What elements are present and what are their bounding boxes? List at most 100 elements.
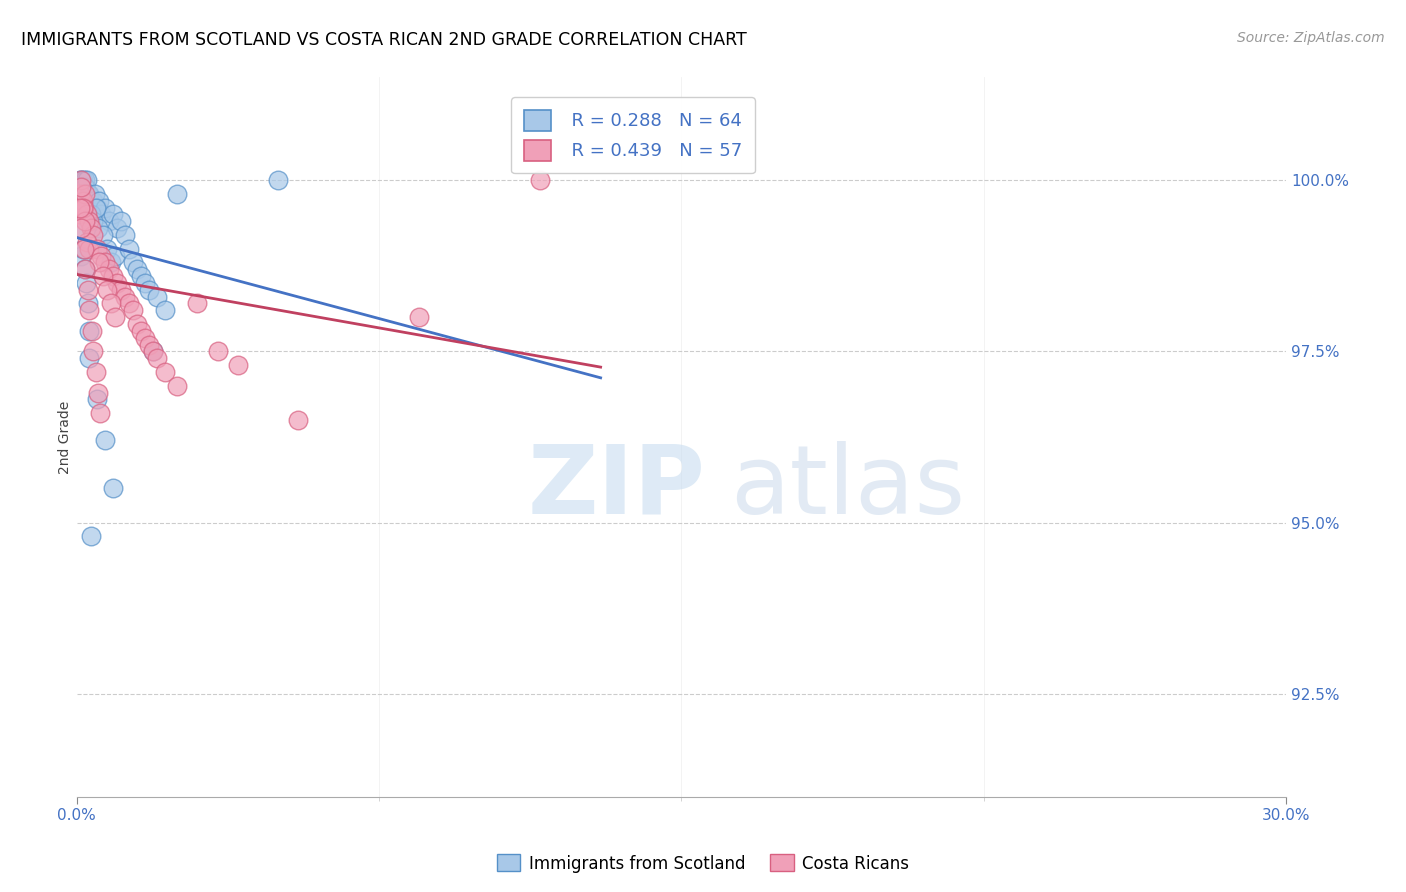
Point — [73, 173, 96, 187]
Point — [86, 221, 108, 235]
Point — [94, 201, 117, 215]
Point — [80, 529, 103, 543]
Point — [76, 207, 98, 221]
Text: atlas: atlas — [730, 441, 965, 534]
Point — [86, 392, 108, 407]
Point — [142, 344, 165, 359]
Point — [69, 221, 91, 235]
Point — [76, 207, 98, 221]
Point — [94, 255, 117, 269]
Point — [105, 276, 128, 290]
Point — [73, 214, 96, 228]
Point — [73, 207, 96, 221]
Point — [90, 248, 112, 262]
Point — [97, 262, 120, 277]
Point — [72, 242, 94, 256]
Point — [129, 324, 152, 338]
Point — [72, 194, 94, 208]
Point — [287, 413, 309, 427]
Point — [166, 186, 188, 201]
Point — [73, 180, 96, 194]
Point — [67, 180, 90, 194]
Point — [110, 214, 132, 228]
Point — [79, 221, 101, 235]
Point — [87, 255, 110, 269]
Text: Source: ZipAtlas.com: Source: ZipAtlas.com — [1237, 31, 1385, 45]
Point — [76, 186, 98, 201]
Point — [90, 207, 112, 221]
Point — [82, 344, 104, 359]
Point — [118, 242, 141, 256]
Point — [155, 365, 177, 379]
Point — [146, 290, 169, 304]
Point — [77, 351, 100, 366]
Point — [122, 303, 145, 318]
Point — [267, 173, 290, 187]
Point — [100, 255, 122, 269]
Point — [97, 214, 120, 228]
Point — [77, 242, 100, 256]
Point — [70, 173, 93, 187]
Point — [114, 290, 136, 304]
Point — [529, 173, 551, 187]
Point — [77, 214, 100, 228]
Point — [69, 180, 91, 194]
Point — [75, 180, 97, 194]
Point — [86, 242, 108, 256]
Point — [76, 235, 98, 249]
Point — [67, 207, 90, 221]
Point — [101, 482, 124, 496]
Point — [73, 242, 96, 256]
Point — [79, 207, 101, 221]
Point — [69, 186, 91, 201]
Text: IMMIGRANTS FROM SCOTLAND VS COSTA RICAN 2ND GRADE CORRELATION CHART: IMMIGRANTS FROM SCOTLAND VS COSTA RICAN … — [21, 31, 747, 49]
Point — [70, 180, 93, 194]
Point — [125, 262, 148, 277]
Point — [75, 194, 97, 208]
Point — [82, 194, 104, 208]
Point — [96, 283, 118, 297]
Point — [73, 201, 96, 215]
Point — [138, 337, 160, 351]
Point — [114, 227, 136, 242]
Point — [104, 248, 127, 262]
Point — [89, 406, 111, 420]
Point — [80, 324, 103, 338]
Point — [76, 296, 98, 310]
Point — [125, 317, 148, 331]
Point — [134, 331, 156, 345]
Point — [70, 201, 93, 215]
Point — [79, 303, 101, 318]
Point — [186, 296, 208, 310]
Point — [69, 201, 91, 215]
Point — [146, 351, 169, 366]
Y-axis label: 2nd Grade: 2nd Grade — [59, 401, 73, 474]
Point — [70, 221, 93, 235]
Point — [226, 358, 249, 372]
Point — [84, 201, 107, 215]
Point — [77, 186, 100, 201]
Point — [408, 310, 430, 325]
Point — [76, 283, 98, 297]
Point — [75, 262, 97, 277]
Point — [105, 221, 128, 235]
Point — [75, 186, 97, 201]
Point — [129, 269, 152, 284]
Legend: Immigrants from Scotland, Costa Ricans: Immigrants from Scotland, Costa Ricans — [491, 847, 915, 880]
Point — [100, 296, 122, 310]
Point — [94, 434, 117, 448]
Point — [77, 194, 100, 208]
Point — [118, 296, 141, 310]
Legend:   R = 0.288   N = 64,   R = 0.439   N = 57: R = 0.288 N = 64, R = 0.439 N = 57 — [510, 97, 755, 173]
Point — [110, 283, 132, 297]
Point — [69, 173, 91, 187]
Point — [86, 201, 108, 215]
Point — [166, 378, 188, 392]
Point — [142, 344, 165, 359]
Point — [83, 186, 105, 201]
Point — [207, 344, 229, 359]
Point — [72, 201, 94, 215]
Point — [91, 269, 114, 284]
Point — [122, 255, 145, 269]
Point — [69, 194, 91, 208]
